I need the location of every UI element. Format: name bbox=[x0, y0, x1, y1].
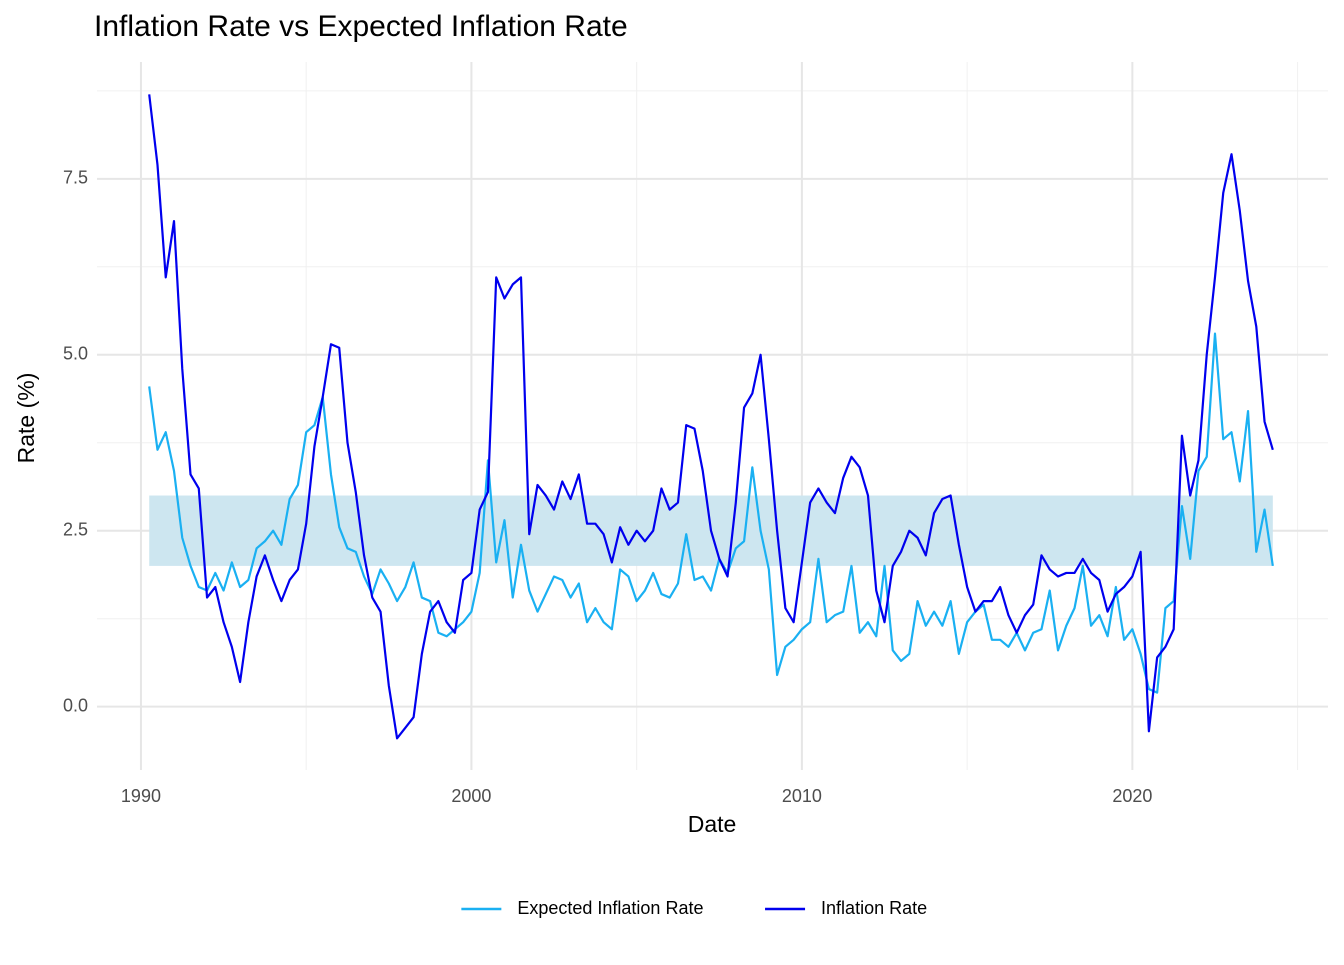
x-tick-label: 2000 bbox=[451, 786, 491, 806]
line-series bbox=[148, 332, 1274, 694]
line-series bbox=[148, 94, 1274, 740]
y-tick-label: 5.0 bbox=[63, 344, 88, 364]
y-tick-label: 7.5 bbox=[63, 168, 88, 188]
x-tick-label: 1990 bbox=[121, 786, 161, 806]
legend-label: Inflation Rate bbox=[821, 898, 927, 918]
y-axis-label: Rate (%) bbox=[13, 373, 39, 464]
y-tick-label: 2.5 bbox=[63, 519, 88, 539]
x-tick-label: 2020 bbox=[1112, 786, 1152, 806]
x-tick-label: 2010 bbox=[782, 786, 822, 806]
legend-label: Expected Inflation Rate bbox=[517, 898, 703, 918]
x-axis-label: Date bbox=[688, 811, 737, 837]
chart-title: Inflation Rate vs Expected Inflation Rat… bbox=[94, 10, 628, 43]
y-tick-label: 0.0 bbox=[63, 695, 88, 715]
